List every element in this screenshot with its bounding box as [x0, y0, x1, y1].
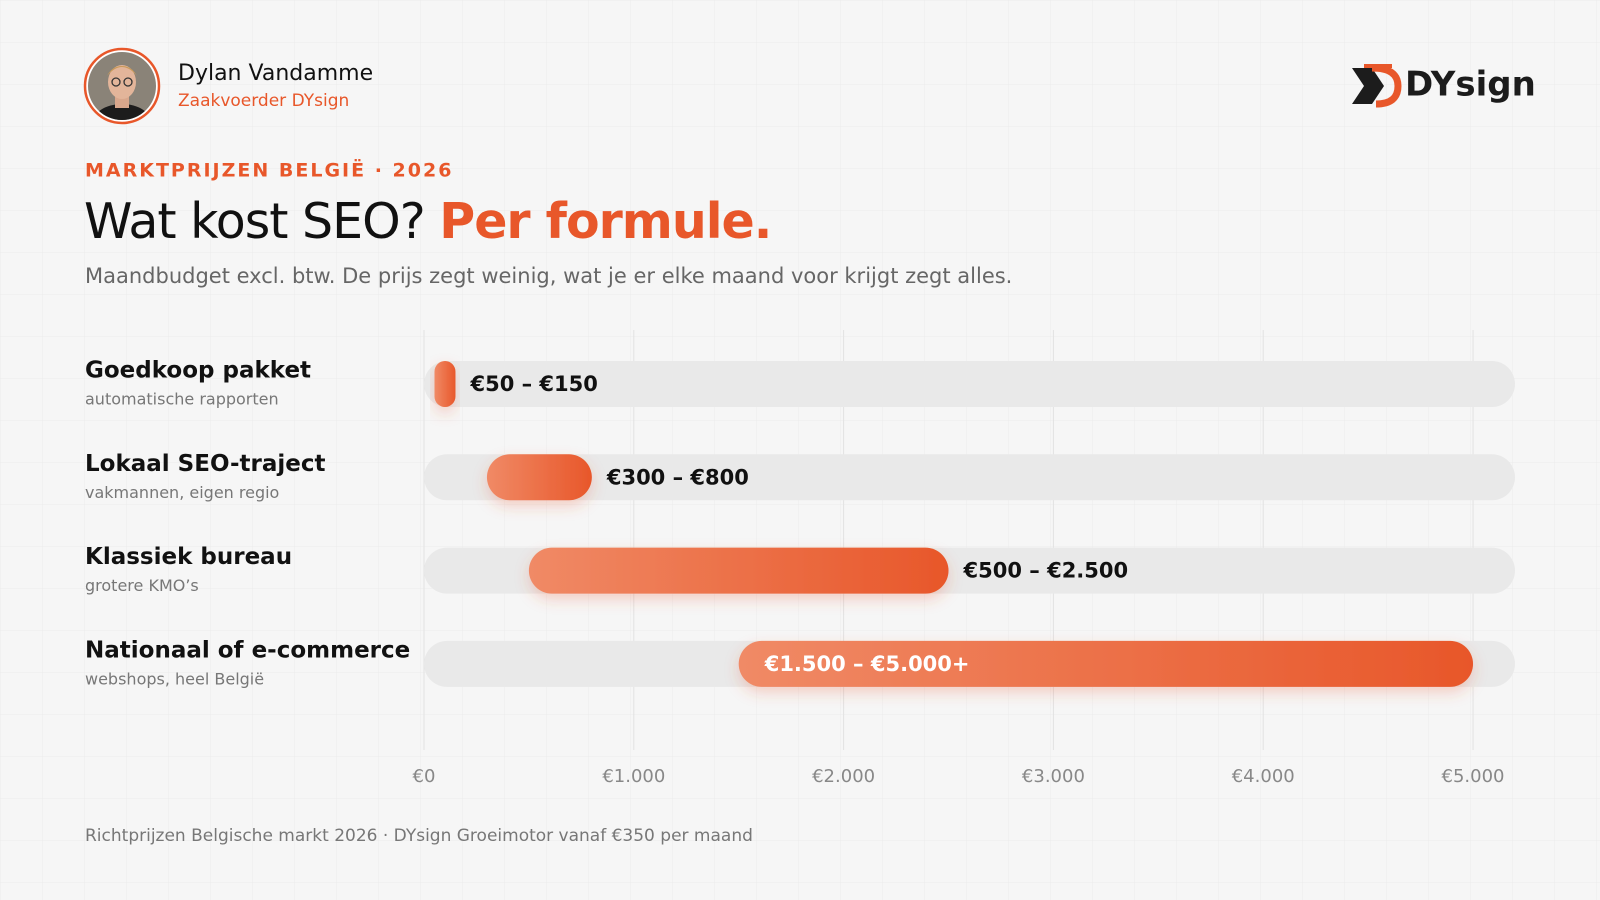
brand-name: DYsign [1405, 65, 1536, 105]
x-tick-label: €5.000 [1442, 766, 1505, 787]
category-label: Lokaal SEO-traject [85, 451, 325, 477]
chart-title: Wat kost SEO? Per formule. [84, 193, 771, 250]
author-role: Zaakvoerder DYsign [178, 91, 349, 111]
kicker: MARKTPRIJZEN BELGIË · 2026 [85, 158, 453, 182]
category-label: Klassiek bureau [85, 544, 292, 570]
chart-subtitle: Maandbudget excl. btw. De prijs zegt wei… [85, 264, 1012, 288]
value-label: €1.500 – €5.000+ [764, 652, 970, 676]
x-tick-label: €0 [413, 766, 436, 787]
track [424, 454, 1515, 501]
value-label: €300 – €800 [606, 465, 749, 489]
category-label: Nationaal of e-commerce [85, 637, 410, 663]
category-note: webshops, heel België [85, 669, 264, 688]
value-label: €50 – €150 [469, 372, 597, 396]
x-tick-label: €4.000 [1232, 766, 1295, 787]
title-accent: Per formule. [439, 193, 771, 250]
x-tick-label: €3.000 [1022, 766, 1085, 787]
category-note: automatische rapporten [85, 390, 279, 409]
bar [738, 640, 1474, 687]
bar [486, 454, 592, 501]
title-main: Wat kost SEO? [84, 193, 425, 250]
x-tick-label: €2.000 [812, 766, 875, 787]
avatar [83, 47, 161, 125]
footnote: Richtprijzen Belgische markt 2026 · DYsi… [85, 826, 753, 846]
bar [528, 547, 949, 594]
track [424, 361, 1515, 407]
value-label: €500 – €2.500 [963, 559, 1129, 583]
category-note: grotere KMO’s [85, 576, 199, 595]
x-tick-label: €1.000 [602, 766, 665, 787]
category-note: vakmannen, eigen regio [85, 483, 279, 502]
logo [1352, 64, 1402, 108]
author-name: Dylan Vandamme [178, 61, 373, 86]
category-label: Goedkoop pakket [85, 358, 311, 384]
bar [434, 361, 456, 407]
